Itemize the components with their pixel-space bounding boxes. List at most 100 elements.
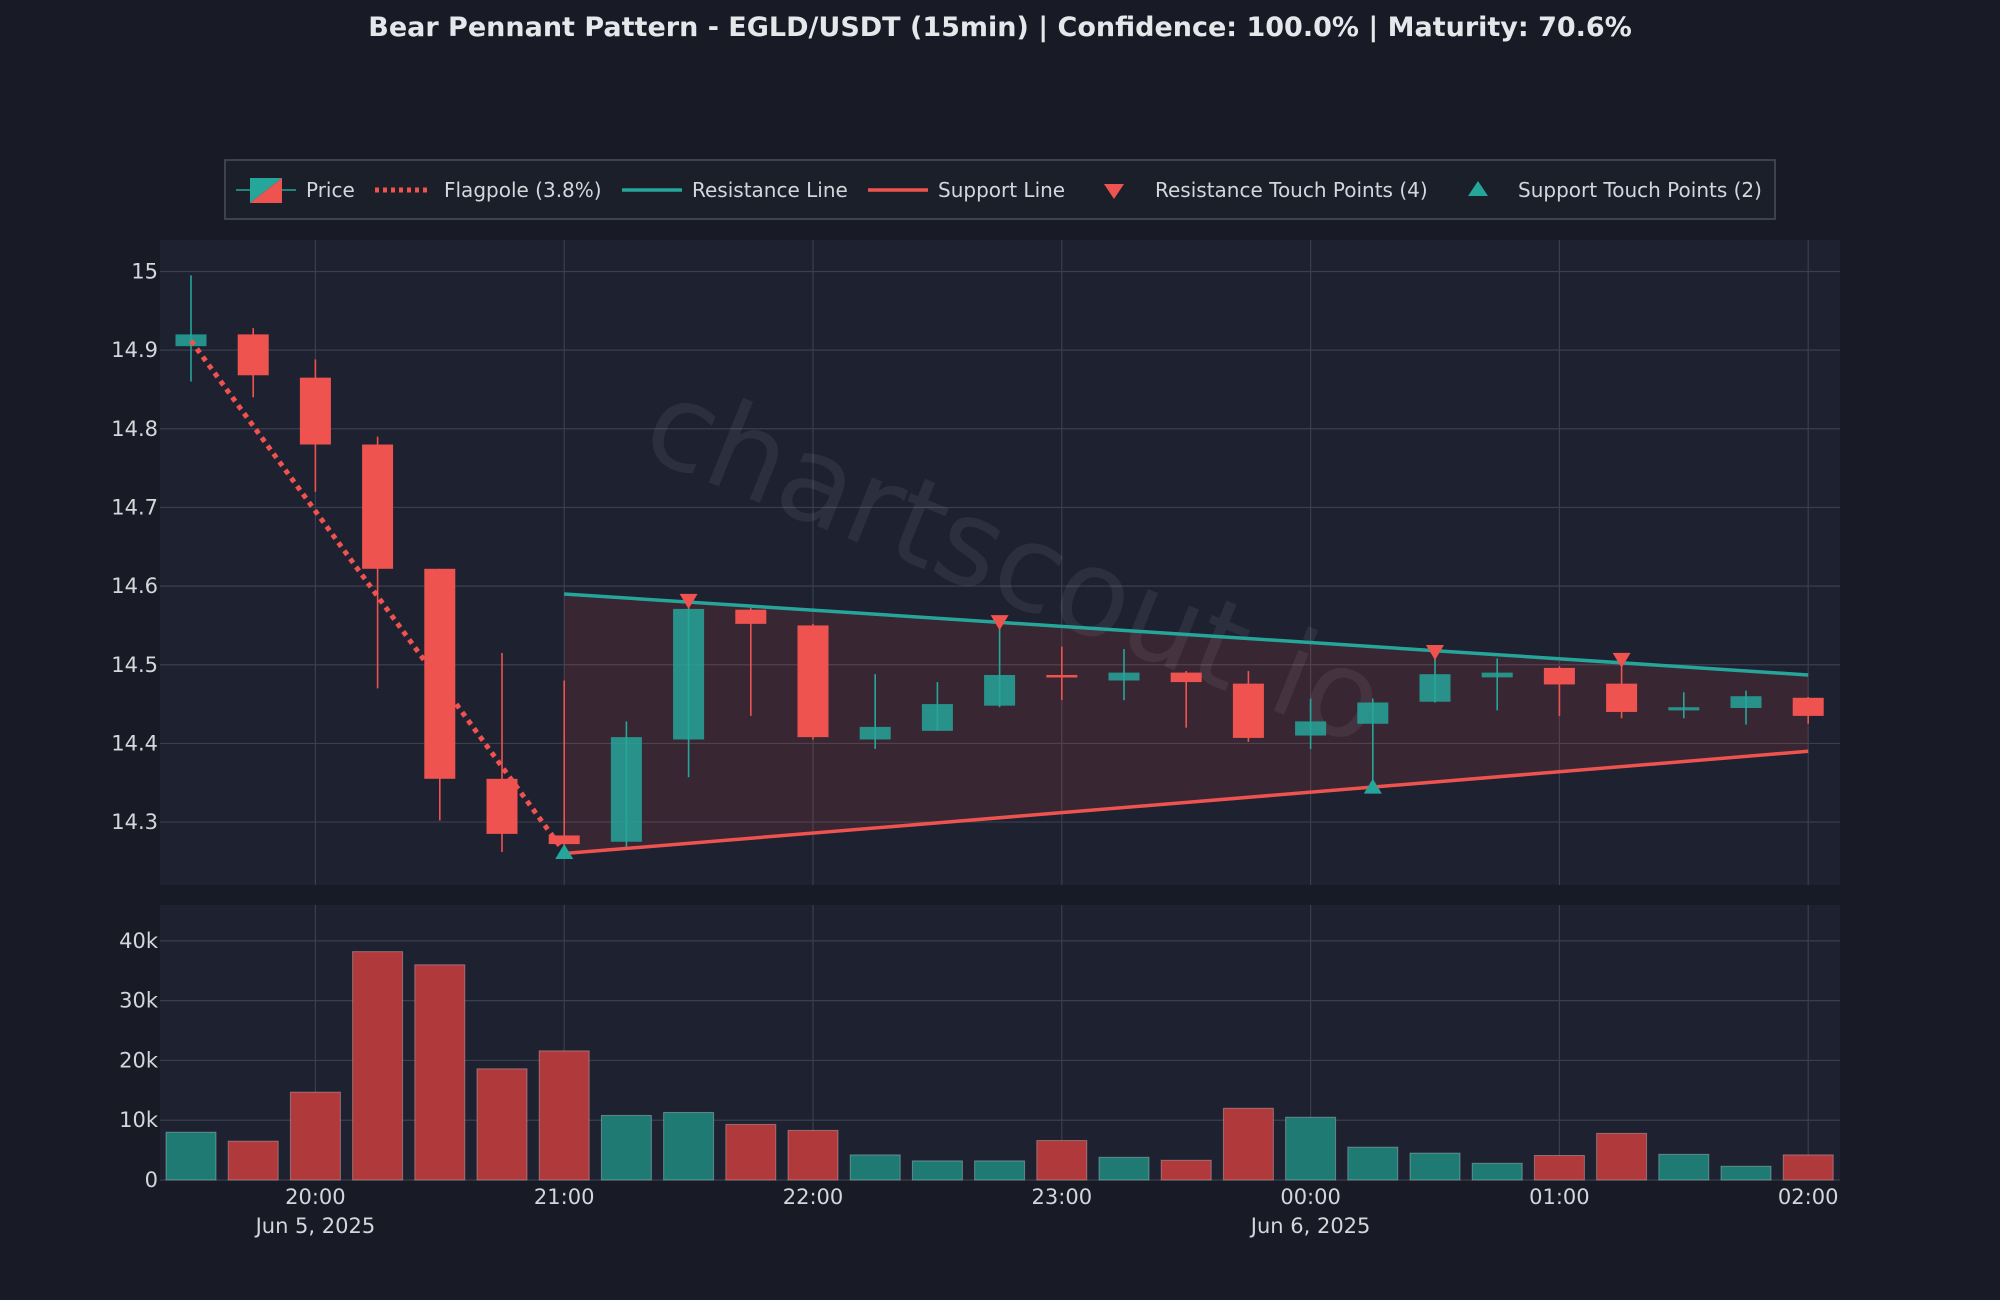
legend-label-resistance-touch-points: Resistance Touch Points (4) — [1155, 178, 1428, 202]
resistance-touch-point — [679, 593, 698, 609]
volume-bar — [600, 1114, 652, 1181]
candle-body — [299, 377, 331, 445]
legend-label-support-touch-points: Support Touch Points (2) — [1518, 178, 1762, 202]
volume-bar — [1596, 1132, 1648, 1181]
candle-body — [921, 704, 953, 731]
volume-bar — [538, 1050, 590, 1181]
candle — [1170, 671, 1202, 728]
volume-bar — [476, 1068, 528, 1181]
chart-title: Bear Pennant Pattern - EGLD/USDT (15min)… — [368, 12, 1632, 43]
x-axis: 20:00 Jun 5, 2025 21:00 22:00 23:00 00:00 Jun … — [254, 1185, 1839, 1238]
candle — [1543, 666, 1575, 716]
legend-item-resistance-touch-points: Resistance Touch Points (4) — [1104, 178, 1428, 202]
x-tick-time-label: 00:00 — [1280, 1185, 1341, 1209]
legend: Price Flagpole (3.8%) Resistance Line Su… — [224, 159, 1776, 220]
candle-body — [859, 726, 891, 740]
volume-y-axis: 0 10k 20k 30k 40k — [119, 929, 159, 1192]
candle — [1481, 658, 1513, 711]
candle — [1419, 652, 1451, 703]
candle — [1668, 692, 1700, 719]
volume-bar — [227, 1140, 279, 1181]
candle-body — [1232, 683, 1264, 738]
volume-bar — [1222, 1107, 1274, 1181]
x-tick-time-label: 20:00 — [285, 1185, 346, 1209]
legend-label-resistance-line: Resistance Line — [692, 178, 848, 202]
candle — [610, 721, 642, 850]
volume-bar — [787, 1129, 839, 1181]
volume-bar — [1409, 1152, 1461, 1181]
volume-bar — [165, 1131, 217, 1181]
candle-body — [1481, 672, 1513, 678]
legend-label-flagpole: Flagpole (3.8%) — [444, 178, 602, 202]
candle-body — [1170, 672, 1202, 683]
resistance-touch-point — [990, 615, 1009, 631]
legend-item-flagpole: Flagpole (3.8%) — [375, 178, 602, 202]
candle — [486, 652, 518, 852]
volume-y-tick-label: 20k — [119, 1048, 159, 1072]
x-tick-time-label: 02:00 — [1778, 1185, 1839, 1209]
volume-bar — [1098, 1156, 1150, 1181]
volume-bar — [725, 1123, 777, 1181]
price-y-tick-label: 15 — [131, 259, 158, 283]
candle-body — [548, 835, 580, 845]
legend-item-support-line: Support Line — [868, 178, 1065, 202]
price-y-axis: 14.3 14.4 14.5 14.6 14.7 14.8 14.9 15 — [111, 259, 158, 834]
price-y-tick-label: 14.3 — [111, 810, 158, 834]
support-line — [564, 749, 1809, 856]
volume-bar — [1347, 1146, 1399, 1181]
volume-y-tick-label: 40k — [119, 929, 159, 953]
candle-body — [984, 674, 1016, 706]
price-y-tick-label: 14.8 — [111, 417, 158, 441]
legend-label-price: Price — [306, 178, 355, 202]
volume-y-tick-label: 10k — [119, 1108, 159, 1132]
volume-bar — [1533, 1154, 1585, 1181]
candle — [921, 682, 953, 731]
candle-body — [1046, 674, 1078, 678]
legend-item-resistance-line: Resistance Line — [622, 178, 848, 202]
touch-points — [555, 593, 1631, 859]
candle-body — [175, 334, 207, 347]
candle — [1357, 698, 1389, 787]
x-tick-time-label: 01:00 — [1529, 1185, 1590, 1209]
legend-price-swatch-down — [250, 178, 282, 203]
candle-body — [610, 737, 642, 842]
volume-bar — [414, 964, 466, 1181]
candle-body — [237, 334, 269, 376]
candle-body — [1108, 672, 1140, 681]
candle-body — [486, 778, 518, 834]
resistance-touch-point — [1612, 652, 1631, 668]
volume-bar — [974, 1160, 1026, 1181]
candle — [237, 328, 269, 398]
price-y-tick-label: 14.7 — [111, 495, 158, 519]
legend-box — [224, 159, 1776, 220]
candle-body — [735, 609, 767, 624]
volume-bar — [1285, 1116, 1337, 1181]
candle — [735, 608, 767, 716]
candle — [984, 623, 1016, 708]
candle-body — [362, 444, 394, 569]
candle — [1232, 671, 1264, 742]
resistance-line — [564, 592, 1809, 677]
volume-bar — [663, 1111, 715, 1181]
volume-y-tick-label: 30k — [119, 989, 159, 1013]
volume-bar — [1782, 1154, 1834, 1181]
legend-item-support-touch-points: Support Touch Points (2) — [1468, 178, 1762, 202]
candle-body — [797, 625, 829, 738]
price-y-tick-label: 14.5 — [111, 653, 158, 677]
legend-support-marker-icon — [1468, 181, 1488, 196]
candle-body — [673, 608, 705, 740]
support-touch-point — [1363, 778, 1382, 794]
support-touch-point — [555, 843, 574, 859]
candle — [859, 674, 891, 749]
candle — [1792, 697, 1824, 724]
candle — [797, 623, 829, 740]
candle-body — [1295, 721, 1327, 736]
candle-body — [1792, 697, 1824, 716]
x-tick-time-label: 22:00 — [783, 1185, 844, 1209]
candle-body — [1357, 702, 1389, 724]
candle — [175, 275, 207, 382]
volume-bar — [1658, 1153, 1710, 1181]
volume-bar — [911, 1160, 963, 1181]
x-tick-time-label: 23:00 — [1032, 1185, 1093, 1209]
